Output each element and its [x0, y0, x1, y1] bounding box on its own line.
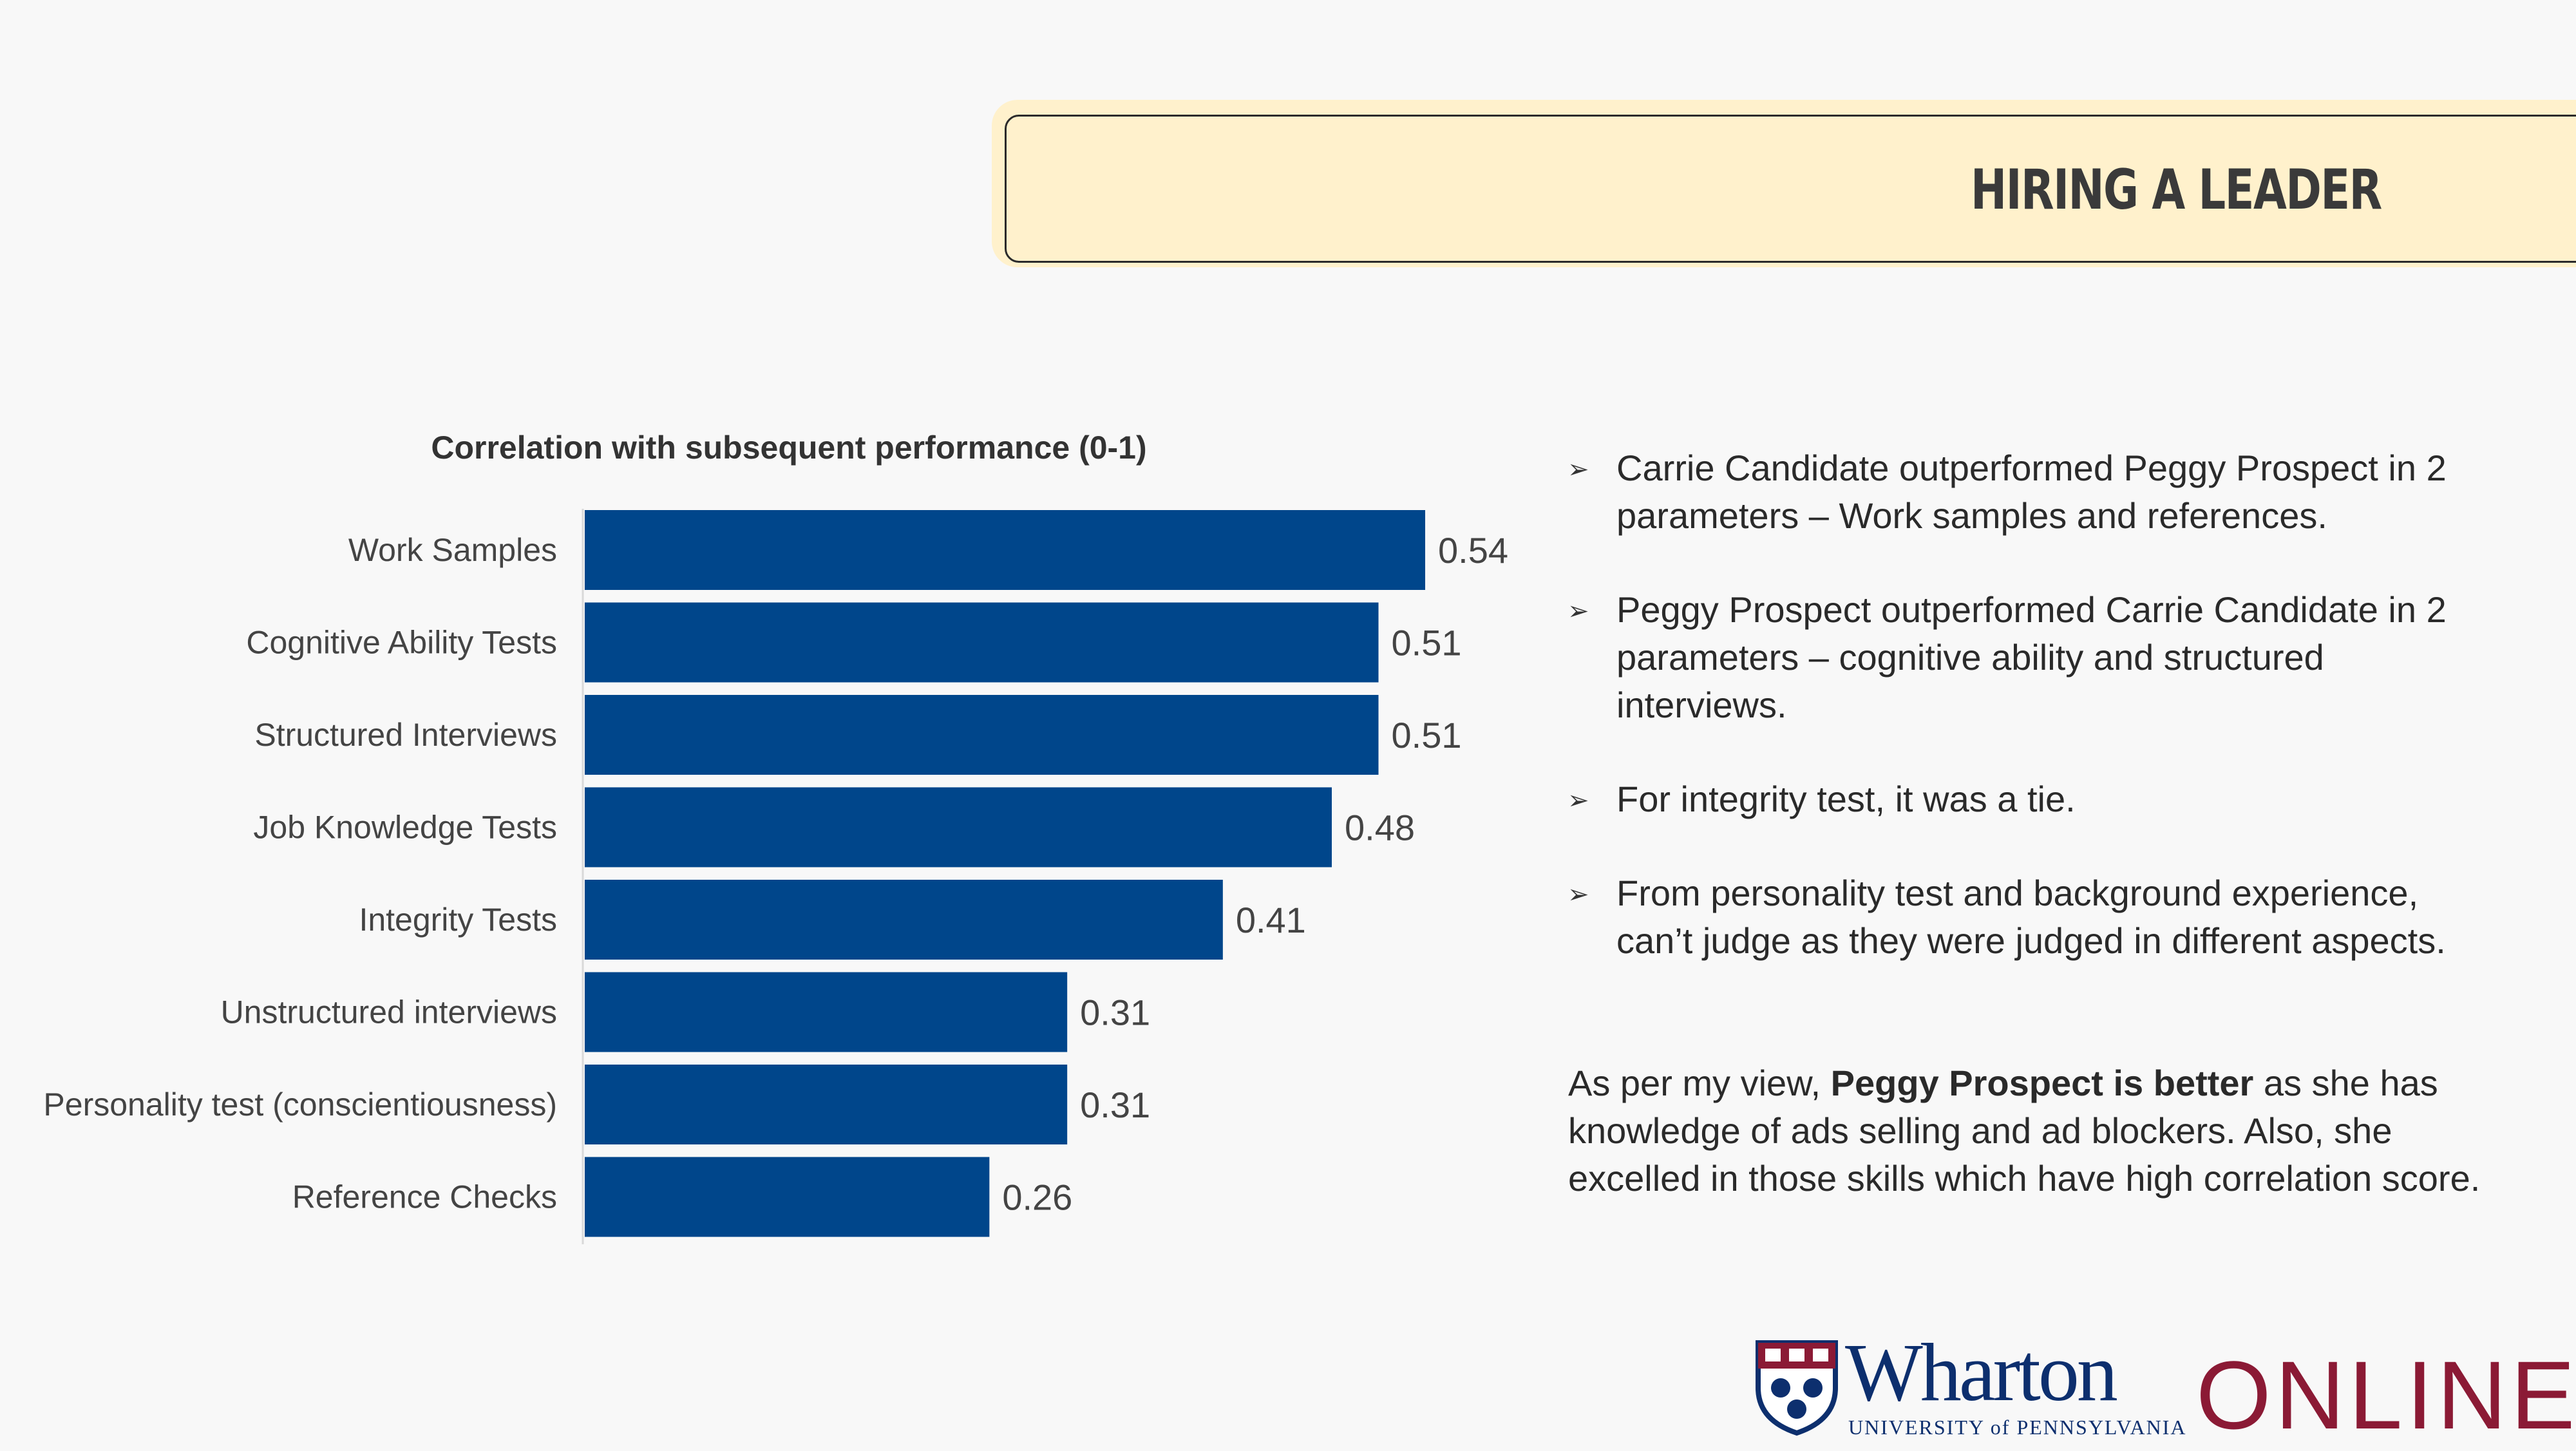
bar [585, 1157, 990, 1237]
value-label: 0.51 [1392, 623, 1462, 663]
bar [585, 695, 1379, 775]
title-banner [992, 100, 2576, 267]
bullet-list: ➢ Carrie Candidate outperformed Peggy Pr… [1565, 444, 2479, 1011]
category-label: Reference Checks [292, 1179, 557, 1215]
category-label: Cognitive Ability Tests [246, 625, 557, 661]
bullet-item: ➢ From personality test and background e… [1565, 869, 2479, 965]
penn-shield-icon [1756, 1340, 1838, 1436]
category-label: Structured Interviews [254, 717, 557, 753]
value-label: 0.51 [1392, 715, 1462, 755]
category-label: Unstructured interviews [221, 994, 557, 1030]
bar-chart: Correlation with subsequent performance … [43, 430, 1508, 1244]
wharton-online-logo: Wharton UNIVERSITY of PENNSYLVANIA ONLIN… [1755, 1327, 2575, 1449]
value-label: 0.41 [1236, 900, 1306, 940]
value-label: 0.48 [1345, 808, 1415, 848]
bullet-text: From personality test and background exp… [1616, 873, 2446, 961]
arrow-bullet-icon: ➢ [1567, 455, 1589, 484]
value-label: 0.31 [1080, 992, 1150, 1033]
bullet-item: ➢ For integrity test, it was a tie. [1565, 775, 2479, 823]
value-label: 0.26 [1002, 1177, 1072, 1218]
value-label: 0.54 [1438, 530, 1508, 571]
bar [585, 972, 1068, 1052]
conclusion-bold: Peggy Prospect is better [1830, 1063, 2254, 1103]
bar [585, 787, 1332, 868]
category-label: Integrity Tests [359, 902, 557, 938]
value-label: 0.31 [1080, 1085, 1150, 1125]
wharton-wordmark: Wharton [1845, 1327, 2118, 1418]
category-label: Job Knowledge Tests [253, 810, 557, 846]
arrow-bullet-icon: ➢ [1567, 786, 1589, 815]
bullet-item: ➢ Carrie Candidate outperformed Peggy Pr… [1565, 444, 2479, 540]
category-label: Personality test (conscientiousness) [43, 1086, 557, 1123]
bar [585, 1065, 1068, 1144]
bar [585, 880, 1223, 960]
bullet-item: ➢ Peggy Prospect outperformed Carrie Can… [1565, 586, 2479, 729]
bar [585, 602, 1379, 683]
category-label: Work Samples [348, 532, 557, 568]
bullet-text: Peggy Prospect outperformed Carrie Candi… [1616, 589, 2447, 725]
online-wordmark: ONLINE [2196, 1341, 2576, 1449]
bullet-text: For integrity test, it was a tie. [1616, 779, 2076, 819]
conclusion-suffix: as she has knowledge of ads selling and … [1568, 1063, 2481, 1199]
arrow-bullet-icon: ➢ [1567, 597, 1589, 625]
chart-title: Correlation with subsequent performance … [431, 430, 1146, 466]
page-title: HIRING A LEADER [1971, 158, 2382, 222]
title-frame [1005, 115, 2576, 263]
conclusion-prefix: As per my view, [1568, 1063, 1831, 1103]
arrow-bullet-icon: ➢ [1567, 880, 1589, 909]
wharton-subtitle: UNIVERSITY of PENNSYLVANIA [1848, 1416, 2187, 1439]
conclusion-paragraph: As per my view, Peggy Prospect is better… [1568, 1059, 2483, 1202]
bullet-text: Carrie Candidate outperformed Peggy Pros… [1616, 448, 2447, 536]
bar [585, 510, 1425, 590]
